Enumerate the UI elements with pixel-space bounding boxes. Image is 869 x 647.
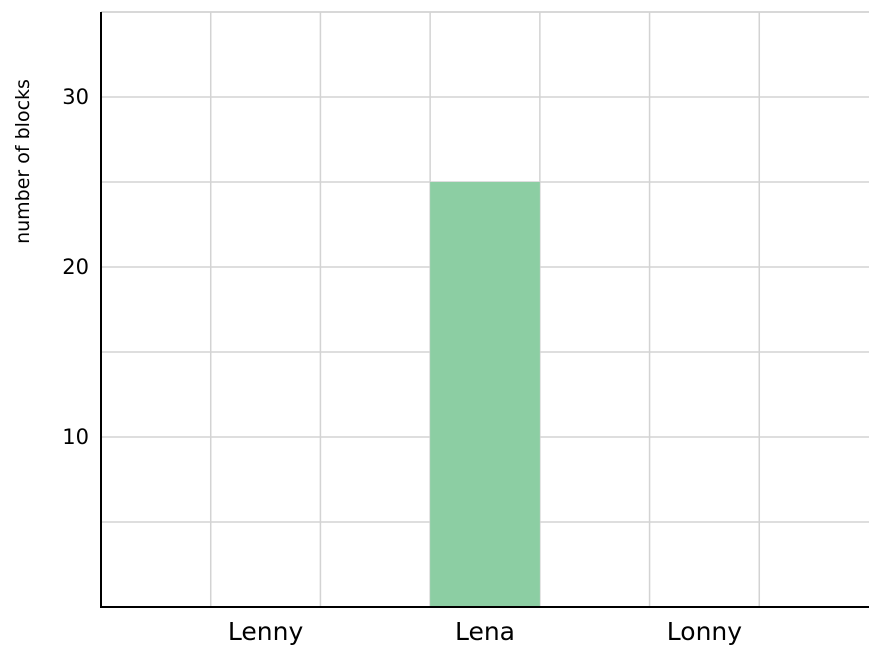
x-category-label: Lonny (667, 617, 742, 646)
y-tick-label: 30 (62, 85, 89, 109)
bar-lena (430, 182, 540, 607)
y-tick-label: 20 (62, 255, 89, 279)
y-tick-labels: 10 20 30 (62, 85, 89, 449)
x-category-label: Lena (455, 617, 515, 646)
bars (430, 182, 540, 607)
x-category-labels: Lenny Lena Lonny (228, 617, 742, 646)
y-axis-title: number of blocks (12, 79, 34, 244)
x-category-label: Lenny (228, 617, 304, 646)
axes (100, 12, 869, 608)
y-tick-label: 10 (62, 425, 89, 449)
